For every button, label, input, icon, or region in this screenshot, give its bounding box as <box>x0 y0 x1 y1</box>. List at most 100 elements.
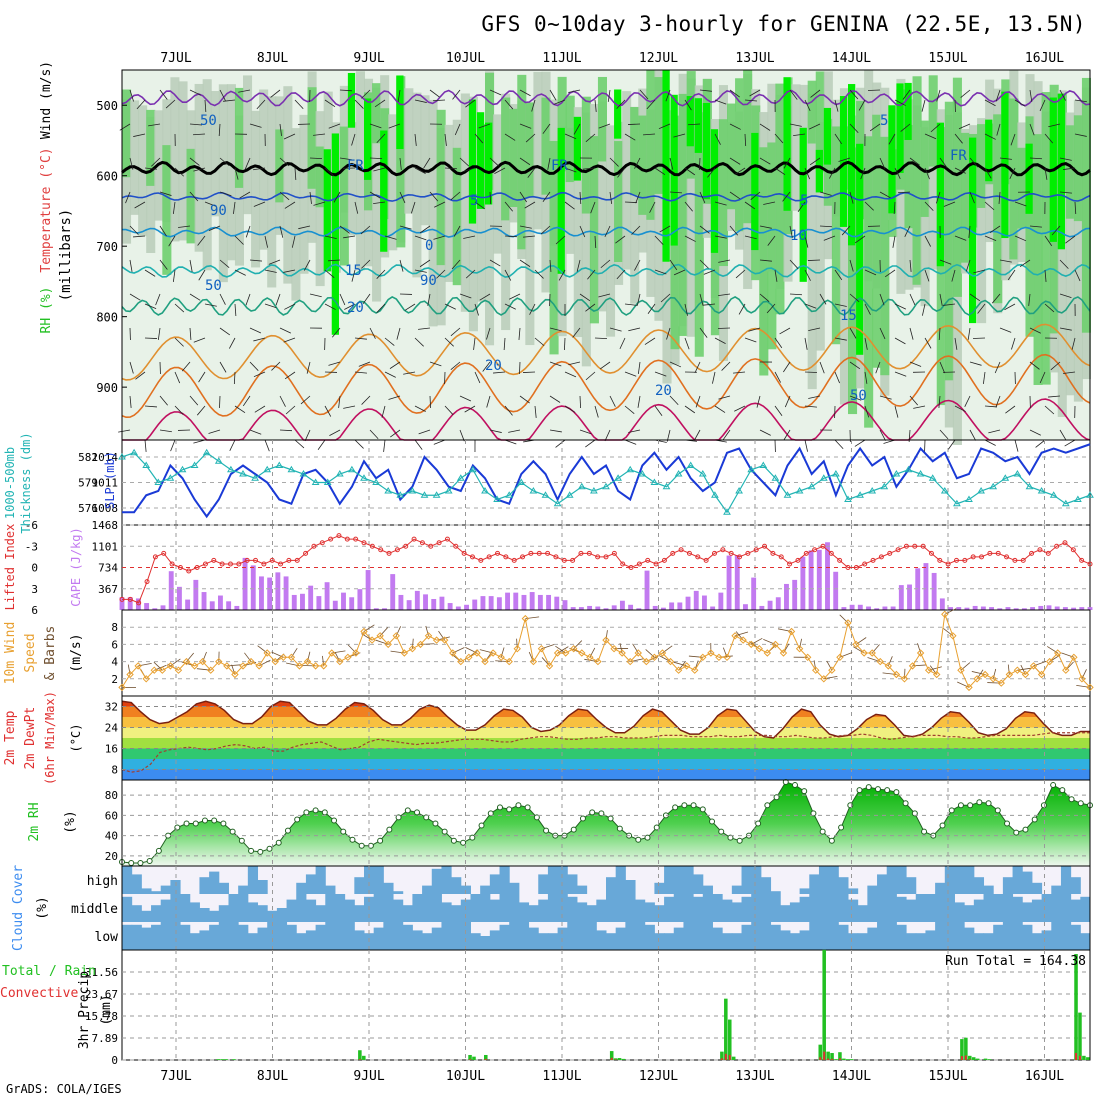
wind-barb <box>1074 201 1077 215</box>
rh-shade-green <box>678 93 688 336</box>
convective-bar <box>827 1058 830 1060</box>
lifted-index-point <box>753 547 759 553</box>
rh-point <box>755 820 762 827</box>
rh-shade-green <box>162 145 172 275</box>
wind-barb <box>585 303 596 312</box>
thickness-point <box>590 487 598 494</box>
wind-barb <box>759 429 771 436</box>
slp-line <box>122 443 1091 519</box>
cape-bar <box>644 570 650 610</box>
cloud-cell <box>1060 866 1072 894</box>
rh-point <box>1022 826 1029 833</box>
wind-barb <box>954 167 966 174</box>
x-tick-label-bottom: 7JUL <box>160 1069 191 1084</box>
wind-barb <box>954 405 966 412</box>
thickness-point <box>711 491 719 498</box>
wind-barb <box>684 405 696 414</box>
rh-point <box>957 802 964 809</box>
cloud-cell <box>528 905 539 922</box>
precip-bar <box>609 1051 614 1060</box>
x-tick-label-top: 12JUL <box>639 51 678 66</box>
rh-point <box>165 832 172 839</box>
wind-barb <box>482 361 491 372</box>
thickness-point <box>807 482 816 490</box>
rh-point <box>1013 829 1020 836</box>
thickness-point <box>311 478 320 485</box>
cape-bar <box>833 571 839 610</box>
cloud-cell <box>151 891 162 894</box>
wind-barb <box>189 157 200 166</box>
wind-barb <box>1059 327 1072 331</box>
cloud-cell <box>935 894 946 922</box>
cloud-cell <box>606 933 617 950</box>
wind-barb <box>585 371 596 381</box>
wind-barb <box>399 225 412 230</box>
wind-barb <box>504 133 516 141</box>
lifted-index-point <box>628 565 634 570</box>
cape-bar <box>956 607 962 610</box>
cape-bar <box>406 600 412 610</box>
wind-barb <box>594 405 599 418</box>
wind-barb <box>718 395 731 400</box>
wind-barb <box>943 201 956 207</box>
precip-axis-label: 3hr Precip <box>77 971 92 1049</box>
wind-barb <box>699 293 704 306</box>
wind-barb <box>615 235 626 244</box>
wind-speed-point <box>666 657 675 666</box>
cloud-cell <box>470 894 481 922</box>
convective-bar <box>614 1059 617 1060</box>
rh-point <box>838 824 845 831</box>
cloud-cell <box>228 922 239 950</box>
wind-barb <box>1035 439 1046 448</box>
wind-barb <box>922 303 926 316</box>
rh-shade-mid <box>428 99 438 327</box>
wind-barb <box>324 99 336 108</box>
lifted-index-point <box>812 547 818 553</box>
wind-barb <box>909 293 916 306</box>
cloud-cell <box>964 927 975 950</box>
lifted-index-point <box>878 554 884 560</box>
cape-bar <box>808 550 814 610</box>
rh-shade-bright <box>670 94 678 246</box>
cloud-cell <box>354 877 365 894</box>
wind-barb <box>208 429 221 434</box>
wind-barb <box>229 439 236 451</box>
lifted-index-point <box>236 561 242 567</box>
precip-bar <box>975 1058 980 1060</box>
wind-barb <box>384 337 395 346</box>
wind-barb <box>324 269 335 279</box>
rh-point <box>681 802 688 809</box>
cape-bar <box>1087 607 1093 610</box>
lifted-index-point <box>378 547 384 553</box>
wind-speed-point <box>828 666 836 674</box>
isotherm-line <box>121 191 1091 202</box>
cloud-cell <box>189 902 200 922</box>
cloud-cell <box>373 866 384 894</box>
cape-bar <box>800 556 806 610</box>
credit-text: GrADS: COLA/IGES <box>6 1082 122 1096</box>
wind-barb <box>969 429 977 441</box>
cape-bar <box>628 604 634 610</box>
wind-barb <box>609 191 613 204</box>
wind-speed-point <box>215 657 223 666</box>
thickness-point <box>638 470 647 477</box>
wind-barb <box>637 395 641 408</box>
cloud-cell <box>635 899 646 922</box>
cloud-cell <box>848 888 859 894</box>
wind-barb <box>969 293 981 302</box>
rh-shade-mid <box>267 96 277 288</box>
cape-bar <box>989 607 994 610</box>
wind-barb <box>524 201 536 209</box>
cloud-cell <box>896 924 907 950</box>
cape-bar <box>373 608 379 610</box>
lifted-index-point <box>202 561 208 567</box>
cape-bar <box>496 597 502 610</box>
cloud-cell <box>886 894 897 922</box>
wind-barb <box>1011 337 1016 350</box>
cloud-cell <box>828 922 839 950</box>
lifted-index-point <box>186 568 192 574</box>
wind-barb <box>924 167 930 180</box>
convective-bar <box>960 1056 963 1060</box>
wind-barb <box>189 191 199 202</box>
wind-barb <box>245 225 251 238</box>
